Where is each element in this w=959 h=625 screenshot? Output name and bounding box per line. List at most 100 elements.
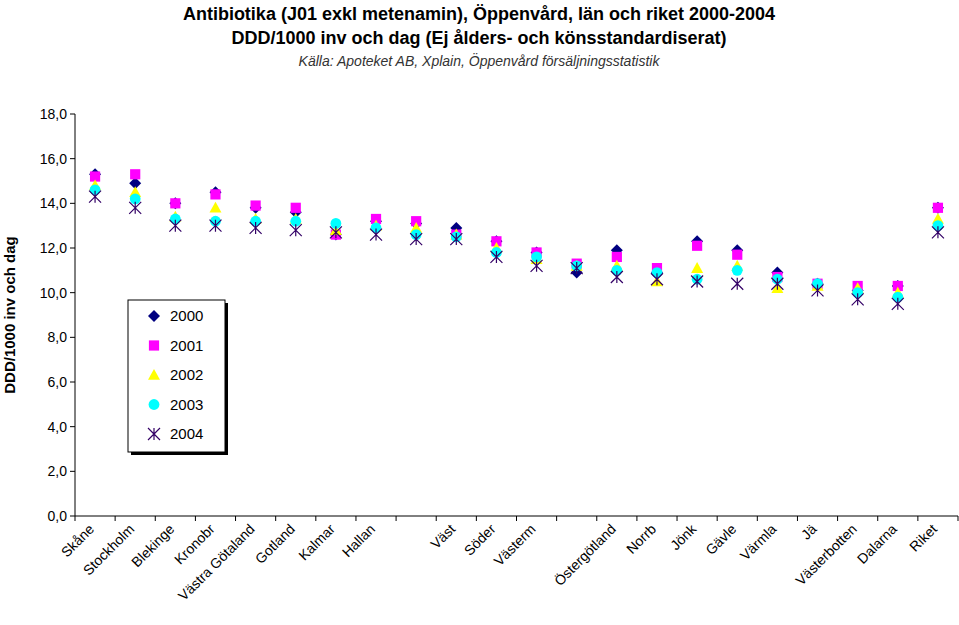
- x-tick-label: Norrb: [623, 521, 659, 557]
- y-tick: [70, 382, 75, 383]
- point: [932, 202, 944, 214]
- source-note: Källa: Apoteket AB, Xplain, Öppenvård fö…: [299, 52, 661, 69]
- x-tick: [436, 516, 437, 521]
- x-tick-label: Värmla: [737, 521, 780, 564]
- x-tick: [235, 516, 236, 521]
- x-tick-label: Jönk: [667, 520, 700, 553]
- y-tick-label: 6,0: [48, 374, 68, 390]
- point: [932, 226, 944, 238]
- point: [170, 198, 180, 208]
- point: [691, 262, 703, 273]
- y-tick: [70, 248, 75, 249]
- x-tick: [677, 516, 678, 521]
- point: [251, 200, 261, 210]
- legend-label: 2004: [170, 425, 203, 442]
- x-tick-label: Hallan: [339, 521, 378, 560]
- x-tick-label: Västerbotten: [792, 521, 859, 588]
- x-tick: [355, 516, 356, 521]
- x-tick: [717, 516, 718, 521]
- point: [250, 222, 262, 234]
- x-tick: [315, 516, 316, 521]
- y-axis: [75, 114, 76, 516]
- point: [130, 169, 140, 179]
- point: [731, 278, 743, 290]
- point: [209, 202, 221, 213]
- y-tick-label: 0,0: [48, 508, 68, 524]
- y-tick: [70, 158, 75, 159]
- point: [933, 203, 943, 213]
- marks: [89, 168, 944, 310]
- x-tick: [195, 516, 196, 521]
- chart: Antibiotika (J01 exkl metenamin), Öppenv…: [0, 0, 959, 625]
- x-tick: [757, 516, 758, 521]
- y-tick-label: 4,0: [48, 419, 68, 435]
- point: [651, 273, 663, 285]
- point: [692, 241, 702, 251]
- y-tick: [70, 114, 75, 115]
- subtitle: DDD/1000 inv och dag (Ej ålders- och kön…: [231, 28, 726, 48]
- x-tick-label: Jä: [798, 521, 820, 543]
- point: [129, 202, 141, 214]
- x-tick-label: Väst: [427, 521, 458, 552]
- point: [771, 278, 783, 290]
- x-tick: [396, 516, 397, 521]
- x-tick: [556, 516, 557, 521]
- point: [89, 191, 101, 203]
- x-tick-label: Västerm: [491, 521, 539, 569]
- x-tick: [516, 516, 517, 521]
- x-tick: [917, 516, 918, 521]
- legend-marker: [149, 340, 159, 350]
- point: [410, 233, 422, 245]
- point: [450, 233, 462, 245]
- legend: [128, 300, 225, 452]
- point: [370, 229, 382, 241]
- legend-marker: [148, 428, 160, 440]
- x-tick: [155, 516, 156, 521]
- y-tick-label: 2,0: [48, 463, 68, 479]
- y-tick: [70, 337, 75, 338]
- y-tick-label: 18,0: [40, 106, 67, 122]
- point: [209, 220, 221, 232]
- point: [490, 251, 502, 263]
- x-tick-label: Gotland: [252, 521, 298, 567]
- legend-marker: [148, 369, 160, 380]
- y-tick: [70, 292, 75, 293]
- y-tick-label: 12,0: [40, 240, 67, 256]
- point: [169, 220, 181, 232]
- point: [169, 197, 181, 209]
- x-tick-label: Riket: [906, 521, 940, 555]
- x-tick: [797, 516, 798, 521]
- point: [531, 260, 543, 272]
- point: [732, 265, 743, 276]
- x-tick: [115, 516, 116, 521]
- x-tick: [958, 516, 959, 521]
- x-tick: [877, 516, 878, 521]
- point: [571, 262, 583, 274]
- point: [291, 203, 301, 213]
- x-tick: [596, 516, 597, 521]
- y-tick: [70, 203, 75, 204]
- x-tick-label: Gävle: [702, 521, 739, 558]
- point: [210, 189, 220, 199]
- y-tick: [70, 516, 75, 517]
- x-tick-label: Kalmar: [295, 521, 338, 564]
- y-tick-label: 8,0: [48, 329, 68, 345]
- x-tick-label: Östergötland: [550, 520, 619, 589]
- x-tick: [476, 516, 477, 521]
- x-tick-label: Stockholm: [80, 521, 138, 579]
- point: [330, 226, 342, 238]
- legend-label: 2000: [170, 307, 203, 324]
- legend-label: 2001: [170, 337, 203, 354]
- legend-label: 2003: [170, 396, 203, 413]
- x-tick-label: Västra Götaland: [175, 521, 258, 604]
- y-tick: [70, 426, 75, 427]
- y-axis-label: DDD/1000 inv och dag: [1, 236, 18, 394]
- y-tick: [70, 471, 75, 472]
- x-tick: [75, 516, 76, 521]
- point: [812, 284, 824, 296]
- x-tick: [837, 516, 838, 521]
- y-tick-label: 10,0: [40, 285, 67, 301]
- title: Antibiotika (J01 exkl metenamin), Öppenv…: [183, 4, 775, 24]
- legend-marker: [148, 310, 160, 322]
- x-tick-label: Blekinge: [128, 521, 177, 570]
